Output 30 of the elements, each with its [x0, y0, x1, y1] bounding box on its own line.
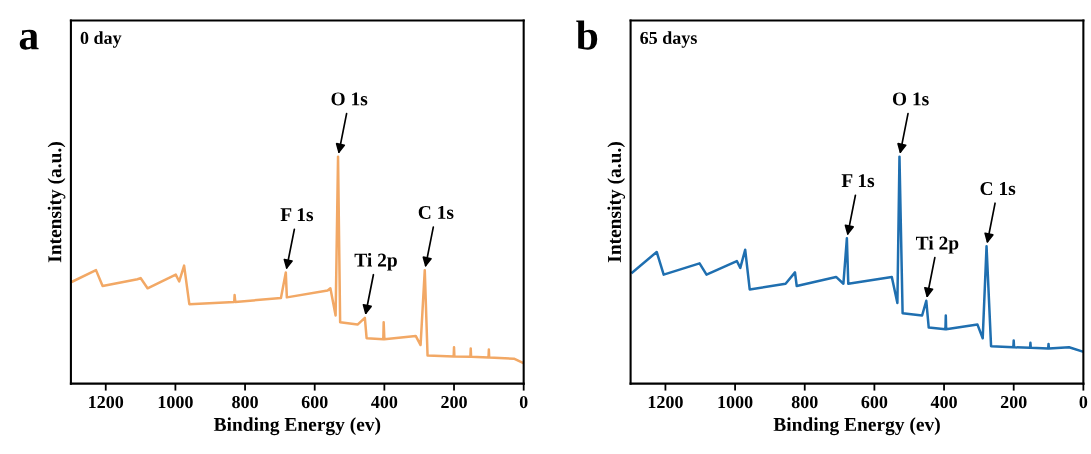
y-axis-title: Intensity (a.u.)	[607, 142, 626, 263]
x-tick-label: 400	[371, 395, 398, 409]
annotation: Ti 2p	[915, 235, 959, 254]
x-tick-label: 600	[301, 395, 328, 409]
text: 0 day	[80, 31, 122, 48]
x-tick-label: 600	[861, 395, 888, 409]
x-tick-label: 200	[1000, 395, 1027, 409]
annotation: C 1s	[418, 205, 454, 219]
x-tick-label: 200	[441, 395, 467, 409]
x-axis-title: Binding Energy (ev)	[773, 417, 940, 436]
x-tick-label: 1200	[89, 395, 124, 409]
x-tick-label: 1000	[158, 395, 193, 409]
x-tick-label: 1200	[648, 395, 683, 409]
x-tick-label: 400	[930, 395, 957, 409]
text: 65 days	[640, 31, 697, 48]
annotation: F 1s	[280, 208, 314, 222]
annotation: F 1s	[841, 174, 875, 188]
x-axis-title: Binding Energy (ev)	[213, 417, 381, 436]
x-tick-label: 0	[1079, 395, 1088, 409]
annotation: O 1s	[892, 92, 929, 106]
x-tick-label: 0	[519, 395, 528, 409]
annotation: O 1s	[331, 92, 368, 106]
annotation: Ti 2p	[354, 252, 397, 271]
x-tick-label: 800	[791, 395, 818, 409]
x-tick-label: 1000	[718, 395, 753, 409]
y-axis-title: Intensity (a.u.)	[47, 142, 66, 263]
annotation: C 1s	[980, 182, 1016, 196]
chart-title: b	[576, 20, 598, 50]
chart-title: a	[19, 29, 39, 50]
x-tick-label: 800	[232, 395, 258, 409]
